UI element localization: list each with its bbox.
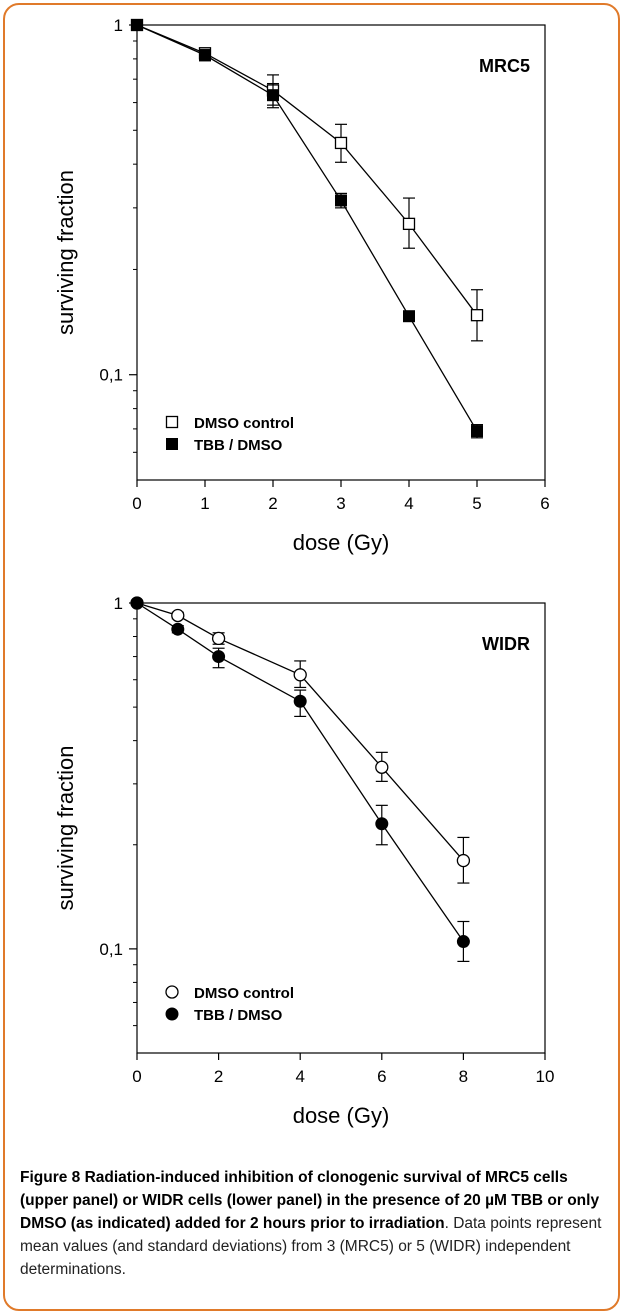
plot-frame (136, 602, 546, 1054)
data-point (199, 49, 211, 62)
data-point (211, 631, 226, 646)
panel-label: WIDR (482, 634, 530, 654)
data-point (212, 650, 226, 664)
x-tick-label: 5 (472, 494, 481, 513)
data-point (471, 425, 483, 438)
y-axis-label: surviving fraction (53, 745, 78, 910)
caption-title: Figure 8 Radiation-induced inhibition of… (20, 1169, 600, 1232)
x-tick-label: 3 (336, 494, 345, 513)
x-tick-label: 6 (377, 1067, 386, 1086)
legend-marker (165, 415, 179, 429)
figure-frame (3, 3, 620, 1311)
data-point (335, 194, 347, 207)
series-line (136, 602, 464, 942)
data-point (470, 309, 484, 322)
data-point (456, 935, 470, 949)
chart-panel-widr: 0 2 4 6 8 10 1 0,1 dose (Gy) surviving fraction WI… (53, 594, 554, 1128)
caption-text: . Data points represent mean values (and… (20, 1215, 602, 1278)
series-open-circle (130, 596, 471, 884)
data-point (403, 310, 415, 323)
data-point (375, 760, 389, 774)
x-tick-label: 1 (200, 494, 209, 513)
figure-charts: 0 1 2 3 4 5 6 1 0,1 dose (Gy) surviving fraction MR… (53, 16, 554, 1128)
legend-label: TBB / DMSO (194, 1007, 283, 1024)
data-point (267, 89, 279, 102)
data-point (334, 136, 348, 150)
x-tick-label: 10 (536, 1067, 555, 1086)
series-filled-circle (130, 596, 470, 963)
data-point (293, 668, 307, 682)
legend-marker (165, 1007, 179, 1021)
figure-caption: Figure 8 Radiation-induced inhibition of… (20, 1166, 610, 1281)
x-tick-label: 0 (132, 494, 141, 513)
series-filled-square (131, 19, 483, 439)
data-point (375, 817, 389, 831)
legend-marker (165, 985, 179, 999)
x-axis-label: dose (Gy) (293, 1103, 390, 1128)
x-tick-label: 4 (404, 494, 413, 513)
plot-frame (136, 24, 546, 481)
x-tick-label: 4 (295, 1067, 304, 1086)
y-tick-label: 1 (114, 594, 123, 613)
series-line (136, 24, 478, 432)
y-tick-label: 1 (114, 16, 123, 35)
y-tick-label: 0,1 (99, 366, 123, 385)
data-point (456, 853, 471, 868)
x-tick-label: 8 (459, 1067, 468, 1086)
data-point (130, 596, 144, 610)
series-line (136, 602, 464, 862)
legend-label: DMSO control (194, 985, 294, 1002)
x-tick-label: 0 (132, 1067, 141, 1086)
data-point (171, 622, 185, 636)
x-tick-label: 2 (214, 1067, 223, 1086)
x-tick-label: 2 (268, 494, 277, 513)
data-point (171, 608, 185, 623)
series-open-square (130, 18, 484, 342)
legend-label: DMSO control (194, 415, 294, 432)
data-point (131, 19, 143, 31)
legend-marker (166, 438, 178, 450)
y-tick-label: 0,1 (99, 940, 123, 959)
data-point (402, 217, 416, 231)
y-axis-label: surviving fraction (53, 170, 78, 335)
legend-label: TBB / DMSO (194, 437, 283, 454)
x-tick-label: 6 (540, 494, 549, 513)
data-point (293, 694, 307, 708)
chart-panel-mrc5: 0 1 2 3 4 5 6 1 0,1 dose (Gy) surviving fraction MR… (53, 16, 550, 555)
panel-label: MRC5 (479, 56, 530, 76)
series-line (136, 24, 478, 316)
x-axis-label: dose (Gy) (293, 530, 390, 555)
